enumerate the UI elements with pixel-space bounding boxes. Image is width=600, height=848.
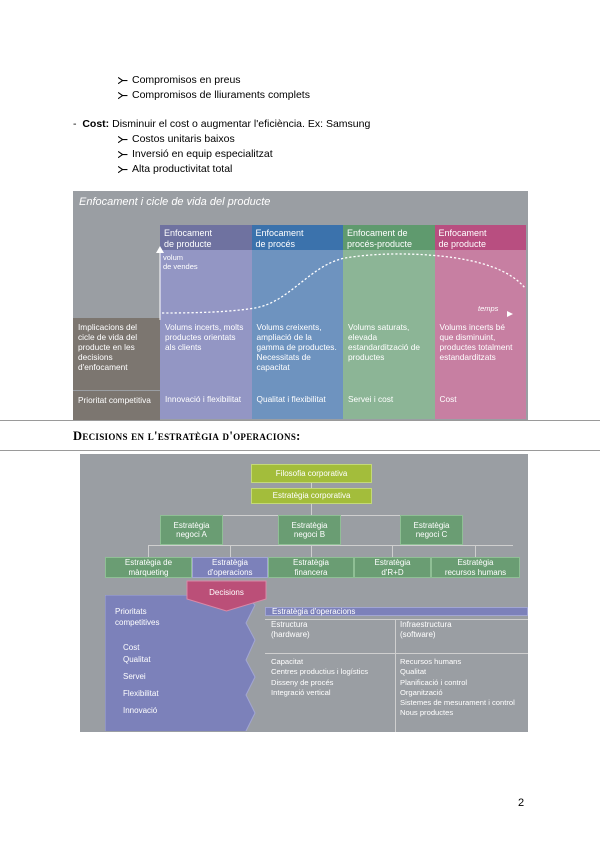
svg-text:Decisions: Decisions: [209, 588, 244, 597]
svg-text:Servei: Servei: [123, 672, 146, 681]
svg-text:Innovació: Innovació: [123, 706, 158, 715]
svg-text:Prioritats: Prioritats: [115, 607, 147, 616]
svg-text:Qualitat: Qualitat: [123, 655, 151, 664]
svg-text:competitives: competitives: [115, 618, 159, 627]
svg-text:Flexibilitat: Flexibilitat: [123, 689, 159, 698]
svg-text:Cost: Cost: [123, 643, 140, 652]
